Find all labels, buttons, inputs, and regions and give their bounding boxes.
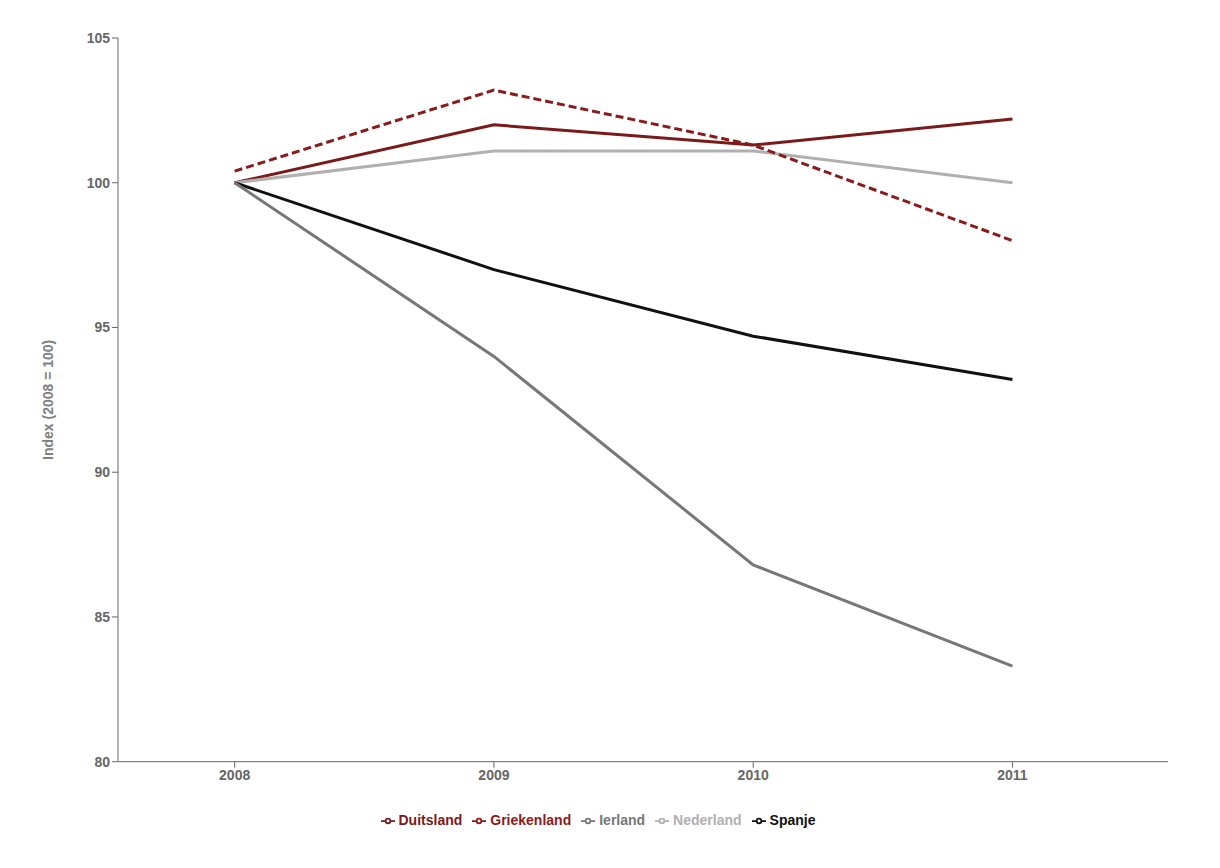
html-text:Spanje: Spanje: [769, 811, 816, 828]
html-text:Griekenland: Griekenland: [490, 811, 572, 828]
svg-text:2010: 2010: [738, 767, 769, 783]
svg-text:100: 100: [87, 175, 111, 191]
html-text:Duitsland: Duitsland: [398, 811, 463, 828]
svg-text:95: 95: [94, 319, 110, 335]
html-text:Ierland: Ierland: [599, 811, 646, 828]
svg-text:2009: 2009: [478, 767, 509, 783]
svg-text:2008: 2008: [219, 767, 250, 783]
svg-text:Index (2008 = 100): Index (2008 = 100): [40, 340, 56, 460]
html-text:Nederland: Nederland: [673, 811, 742, 828]
svg-text:85: 85: [94, 609, 110, 625]
svg-text:80: 80: [94, 754, 110, 770]
svg-text:105: 105: [87, 30, 111, 46]
svg-text:90: 90: [94, 464, 110, 480]
svg-text:2011: 2011: [997, 767, 1028, 783]
